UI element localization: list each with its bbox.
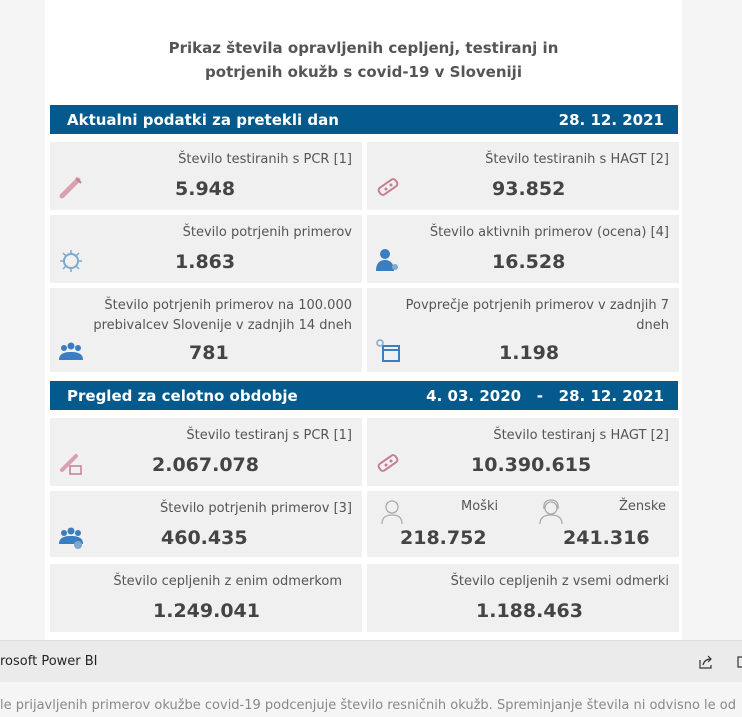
card-daily-confirmed: Število potrjenih primerov 1.863 [50,215,362,283]
powerbi-footer: rosoft Power BI [0,640,742,682]
woman-icon [539,499,563,525]
calendar-virus-icon [376,339,400,362]
person-icon [376,249,398,271]
group-icon [59,342,83,360]
card-daily-hagt: Število testiranih s HAGT [2] 93.852 [367,142,679,210]
share-icon[interactable] [698,654,714,670]
card-total-pcr: Število testiranj s PCR [1] 2.067.078 [50,418,362,486]
fullscreen-icon[interactable] [736,654,742,670]
rapid-test-icon [377,178,399,196]
card-total-gender: Moški 218.752 Ženske 241.316 [367,491,679,557]
card-total-all-doses: Število cepljenih z vsemi odmerki 1.188.… [367,564,679,632]
test-tube-icon [59,177,82,199]
daily-header: Aktualni podatki za pretekli dan 28. 12.… [50,105,678,134]
description-text: le prijavljenih primerov okužbe covid-19… [0,698,737,713]
card-total-one-dose: Število cepljenih z enim odmerkom 1.249.… [50,564,362,632]
test-tube-icon [60,454,82,475]
virus-icon [60,250,82,272]
report-title: Prikaz števila opravljenih cepljenj, tes… [168,39,559,81]
card-daily-pcr: Število testiranih s PCR [1] 5.948 [50,142,362,210]
rapid-test-icon [377,454,399,472]
total-header: Pregled za celotno obdobje 4. 03. 2020 -… [50,381,678,410]
man-icon [381,500,403,525]
report-canvas: Prikaz števila opravljenih cepljenj, tes… [45,0,682,640]
card-daily-active: Število aktivnih primerov (ocena) [4] 16… [367,215,679,283]
card-daily-per100k: Število potrjenih primerov na 100.000 pr… [50,288,362,372]
card-total-confirmed: Število potrjenih primerov [3] 460.435 [50,491,362,557]
group-plus-icon [59,527,83,549]
card-daily-avg7: Povprečje potrjenih primerov v zadnjih 7… [367,288,679,372]
card-total-hagt: Število testiranj s HAGT [2] 10.390.615 [367,418,679,486]
period: 4. 03. 2020 - 28. 12. 2021 [426,386,664,405]
